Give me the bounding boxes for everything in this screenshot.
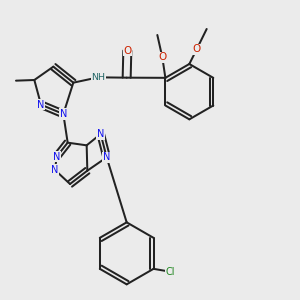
Text: N: N	[37, 100, 45, 110]
Text: N: N	[103, 152, 110, 162]
Text: Cl: Cl	[165, 267, 175, 277]
Text: O: O	[193, 44, 201, 54]
Text: NH: NH	[91, 73, 105, 82]
Text: N: N	[51, 165, 59, 175]
Text: O: O	[123, 46, 131, 56]
Text: N: N	[60, 109, 67, 119]
Text: N: N	[97, 129, 104, 139]
Text: O: O	[158, 52, 166, 62]
Text: N: N	[53, 152, 60, 162]
